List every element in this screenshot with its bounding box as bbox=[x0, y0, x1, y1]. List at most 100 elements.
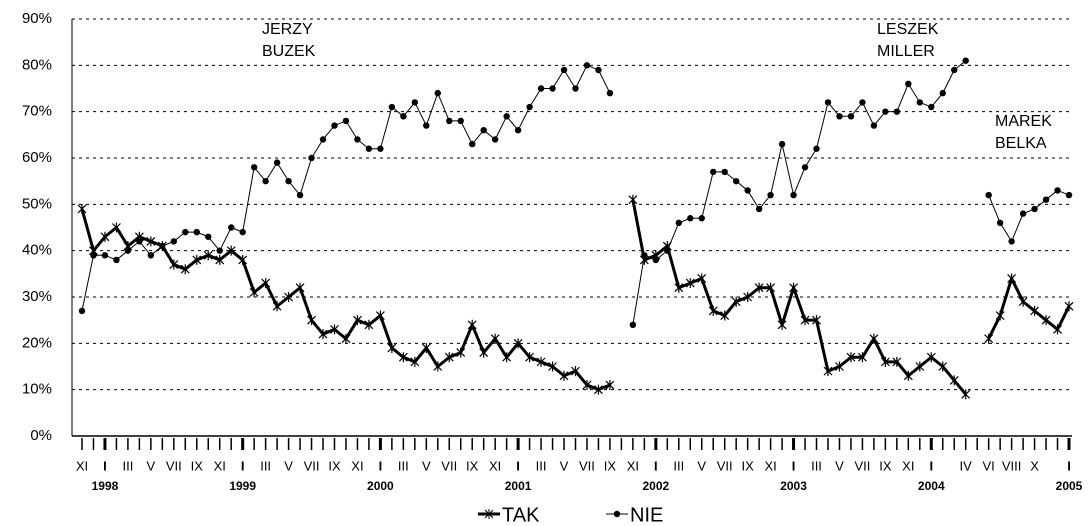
annotation: LESZEK bbox=[877, 21, 939, 38]
point bbox=[628, 194, 638, 205]
point bbox=[571, 366, 580, 377]
point bbox=[285, 177, 292, 185]
point bbox=[112, 222, 121, 233]
point bbox=[605, 380, 615, 391]
y-tick-label: 30% bbox=[22, 288, 52, 305]
point bbox=[364, 319, 374, 330]
point bbox=[595, 66, 602, 74]
point bbox=[342, 117, 350, 125]
x-tick-label: III bbox=[260, 458, 271, 473]
x-tick-label: I bbox=[1067, 458, 1071, 473]
x-tick-label: V bbox=[697, 458, 706, 473]
point bbox=[136, 238, 143, 245]
point bbox=[905, 80, 912, 88]
point bbox=[939, 89, 946, 97]
point bbox=[790, 191, 797, 199]
point bbox=[778, 140, 786, 148]
x-tick-label: VII bbox=[441, 458, 457, 473]
x-tick-label: IX bbox=[328, 458, 341, 473]
x-tick-label: I bbox=[241, 458, 245, 473]
annotation: MAREK bbox=[995, 113, 1052, 130]
year-label: 2001 bbox=[505, 479, 532, 493]
point bbox=[331, 122, 338, 129]
x-tick-label: IX bbox=[466, 458, 479, 473]
point bbox=[583, 62, 591, 69]
x-tick-label: IX bbox=[742, 458, 755, 473]
point bbox=[353, 315, 362, 326]
point bbox=[801, 164, 809, 171]
point bbox=[823, 366, 833, 377]
point bbox=[78, 307, 86, 315]
x-tick-label: V bbox=[422, 458, 431, 473]
point bbox=[560, 66, 568, 74]
point bbox=[755, 205, 763, 213]
point bbox=[400, 113, 407, 120]
point bbox=[549, 85, 556, 92]
point bbox=[675, 219, 682, 227]
point bbox=[491, 136, 499, 143]
point bbox=[641, 252, 648, 259]
point bbox=[330, 324, 339, 335]
point bbox=[1041, 315, 1051, 326]
point bbox=[169, 259, 179, 270]
point bbox=[101, 252, 109, 259]
point bbox=[423, 122, 430, 129]
point bbox=[926, 352, 936, 363]
point bbox=[90, 252, 97, 259]
point bbox=[996, 219, 1004, 227]
point bbox=[307, 315, 316, 326]
point bbox=[159, 242, 166, 250]
x-tick-label: X bbox=[1030, 458, 1039, 473]
x-tick-label: I bbox=[379, 458, 383, 473]
point bbox=[606, 89, 614, 97]
point bbox=[446, 117, 453, 125]
x-tick-label: XI bbox=[489, 458, 501, 473]
x-tick-label: V bbox=[835, 458, 844, 473]
point bbox=[262, 177, 269, 185]
point bbox=[1065, 191, 1073, 199]
point bbox=[215, 254, 225, 265]
x-tick-label: V bbox=[560, 458, 569, 473]
point bbox=[456, 347, 466, 358]
x-tick-label: IX bbox=[191, 458, 204, 473]
x-tick-label: III bbox=[673, 458, 684, 473]
point bbox=[421, 342, 431, 353]
point bbox=[846, 352, 856, 363]
point bbox=[870, 122, 878, 129]
point bbox=[192, 254, 202, 265]
point bbox=[387, 342, 397, 353]
point bbox=[629, 321, 637, 328]
annotation: MILLER bbox=[877, 43, 935, 60]
point bbox=[812, 315, 821, 326]
point bbox=[398, 352, 408, 363]
point bbox=[411, 99, 419, 106]
point bbox=[674, 282, 684, 293]
point bbox=[938, 361, 948, 372]
point bbox=[375, 310, 385, 321]
year-label: 1999 bbox=[229, 479, 256, 493]
point bbox=[147, 252, 155, 259]
point bbox=[732, 177, 740, 185]
x-tick-label: I bbox=[929, 458, 933, 473]
point bbox=[594, 384, 603, 395]
point bbox=[777, 319, 787, 330]
point bbox=[1007, 273, 1017, 284]
legend-marker bbox=[613, 510, 621, 518]
point bbox=[249, 287, 259, 298]
point bbox=[480, 127, 487, 134]
x-tick-label: XI bbox=[627, 458, 639, 473]
x-tick-label: III bbox=[536, 458, 547, 473]
point bbox=[664, 247, 671, 254]
point bbox=[766, 282, 776, 293]
point bbox=[537, 85, 545, 92]
year-label: 2002 bbox=[642, 479, 669, 493]
point bbox=[113, 256, 120, 264]
legend-label: TAK bbox=[502, 504, 540, 526]
x-tick-label: XI bbox=[902, 458, 914, 473]
point bbox=[559, 370, 569, 381]
point bbox=[800, 315, 810, 326]
point bbox=[767, 191, 774, 199]
point bbox=[226, 245, 236, 256]
point bbox=[273, 159, 281, 166]
point bbox=[961, 389, 971, 400]
